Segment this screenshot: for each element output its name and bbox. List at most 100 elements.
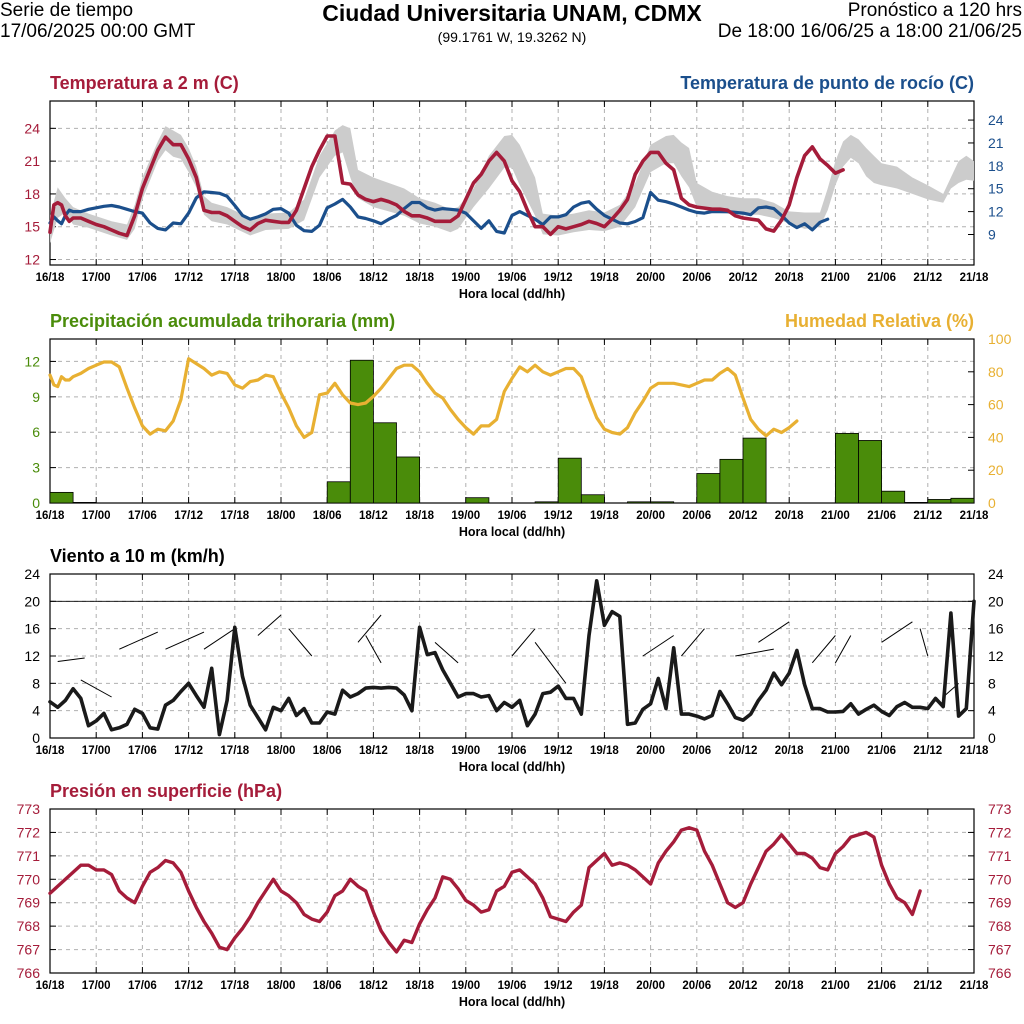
x-tick-label: 20/18 (775, 980, 804, 992)
x-tick-label: 20/12 (729, 745, 758, 757)
wind-barb (203, 628, 236, 650)
y-tick-label-right: 80 (988, 364, 1004, 380)
x-tick-label: 19/00 (451, 745, 480, 757)
wind-barb (834, 635, 852, 664)
wind-barb (357, 614, 382, 643)
x-tick-label: 19/06 (498, 745, 527, 757)
x-tick-label: 19/18 (590, 510, 619, 522)
precip-bar (534, 501, 559, 504)
y-tick-label-left: 8 (32, 675, 40, 691)
temperature-line (48, 134, 845, 238)
x-tick-label: 18/06 (313, 510, 342, 522)
x-tick-label: 17/06 (128, 510, 157, 522)
y-tick-label-right: 9 (988, 226, 996, 242)
x-tick-label: 19/00 (451, 980, 480, 992)
wind-speed-line (48, 578, 976, 737)
wind-barb (57, 657, 85, 662)
y-tick-label-left: 9 (32, 389, 40, 405)
x-tick-label: 18/00 (267, 980, 296, 992)
wind-barb (642, 635, 674, 657)
y-tick-label-left: 773 (17, 801, 41, 817)
x-tick-label: 17/06 (128, 272, 157, 284)
precip-bar (465, 497, 490, 504)
x-tick-label: 21/18 (960, 510, 989, 522)
x-tick-label: 20/06 (682, 510, 711, 522)
precip-bar (49, 491, 74, 504)
x-tick-label: 20/18 (775, 745, 804, 757)
x-tick-label: 18/00 (267, 745, 296, 757)
y-tick-label-right: 4 (988, 703, 996, 719)
x-tick-label: 21/12 (913, 745, 942, 757)
y-tick-label-right: 40 (988, 429, 1004, 445)
y-tick-label-right: 21 (988, 135, 1004, 151)
x-tick-label: 21/12 (913, 980, 942, 992)
page-title: Ciudad Universitaria UNAM, CDMX (322, 0, 702, 26)
precip-bar (719, 458, 744, 504)
x-tick-label: 21/06 (867, 510, 896, 522)
x-tick-label: 19/18 (590, 745, 619, 757)
x-tick-label: 18/00 (267, 272, 296, 284)
x-tick-label: 20/00 (636, 745, 665, 757)
x-tick-label: 20/06 (682, 745, 711, 757)
y-tick-label-right: 16 (988, 621, 1004, 637)
wind-barb (811, 635, 836, 664)
x-tick-label: 20/00 (636, 510, 665, 522)
x-tick-label: 20/06 (682, 980, 711, 992)
y-tick-label-left: 769 (17, 895, 41, 911)
x-tick-label: 19/12 (544, 272, 573, 284)
x-tick-label: 18/12 (359, 510, 388, 522)
x-tick-label: 17/00 (82, 745, 111, 757)
y-tick-label-right: 0 (988, 730, 996, 746)
x-tick-label: 18/06 (313, 980, 342, 992)
x-tick-label: 21/06 (867, 980, 896, 992)
x-tick-label: 17/06 (128, 745, 157, 757)
precip-bar (557, 457, 582, 504)
x-tick-label: 18/18 (405, 980, 434, 992)
y-tick-label-left: 20 (24, 593, 40, 609)
y-tick-label-right: 12 (988, 204, 1004, 220)
x-tick-label: 18/06 (313, 745, 342, 757)
panel-title-right: Temperatura de punto de rocío (C) (680, 73, 974, 93)
wind-barb (165, 631, 205, 650)
wind-barb (681, 628, 705, 657)
y-tick-label-left: 0 (32, 495, 40, 511)
dewpoint-line (48, 190, 830, 235)
y-tick-label-left: 4 (32, 703, 40, 719)
x-tick-label: 19/06 (498, 272, 527, 284)
x-tick-label: 19/18 (590, 980, 619, 992)
x-tick-label: 21/00 (821, 980, 850, 992)
wind-barb (365, 635, 382, 664)
header-right-line1: Pronóstico a 120 hrs (847, 0, 1022, 21)
y-tick-label-left: 21 (24, 153, 40, 169)
precip-bar (349, 359, 374, 504)
wind-barb (511, 628, 536, 657)
precip-bar (927, 499, 952, 504)
wind-barb (735, 648, 774, 657)
y-tick-label-right: 772 (988, 824, 1012, 840)
precipitation-humidity-panel: 16/18 17/00 17/06 17/12 17/18 18/00 18/06 18/12… (24, 311, 1011, 539)
precip-bar (881, 490, 906, 504)
station-coordinates: (99.1761 W, 19.3262 N) (437, 29, 587, 45)
x-tick-label: 18/12 (359, 272, 388, 284)
x-tick-label: 17/06 (128, 980, 157, 992)
x-tick-label: 21/06 (867, 745, 896, 757)
wind-barb (119, 631, 159, 650)
humidity-line (48, 357, 799, 439)
y-tick-label-right: 60 (988, 397, 1004, 413)
y-tick-label-left: 768 (17, 918, 41, 934)
wind-barb (919, 628, 929, 657)
y-tick-label-right: 18 (988, 158, 1004, 174)
y-tick-label-right: 768 (988, 918, 1012, 934)
x-tick-label: 20/18 (775, 272, 804, 284)
x-tick-label: 20/18 (775, 510, 804, 522)
precip-bar (950, 497, 975, 504)
x-tick-label: 20/12 (729, 980, 758, 992)
y-tick-label-right: 20 (988, 462, 1004, 478)
x-tick-label: 18/12 (359, 980, 388, 992)
header-left-line1: Serie de tiempo (0, 0, 134, 21)
precip-bar (650, 501, 675, 504)
precip-bar (696, 473, 721, 504)
x-tick-label: 20/00 (636, 980, 665, 992)
x-tick-label: 19/18 (590, 272, 619, 284)
